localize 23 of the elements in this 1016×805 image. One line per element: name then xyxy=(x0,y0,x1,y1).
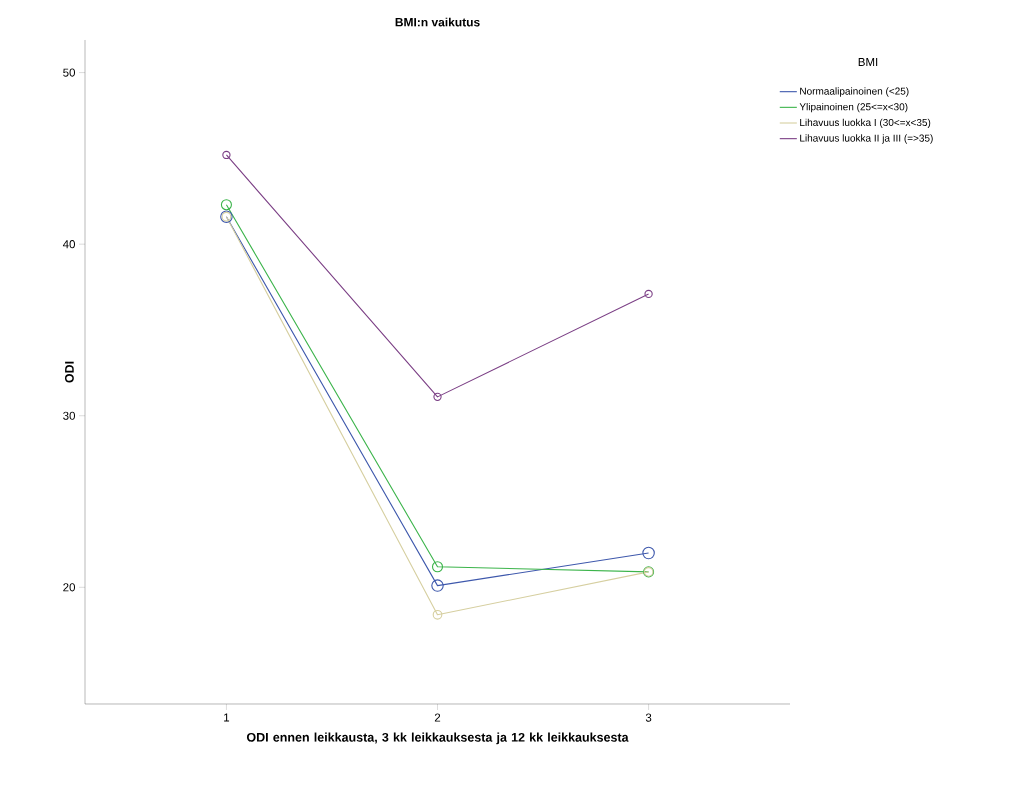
legend-title: BMI xyxy=(858,58,878,66)
y-tick-label: 40 xyxy=(62,240,76,249)
y-tick-label: 50 xyxy=(63,68,76,77)
legend-label: Normaalipainoinen (<25) xyxy=(800,87,909,97)
y-tick-label: 20 xyxy=(63,583,76,592)
legend-label: Ylipainoinen (25<=x<30) xyxy=(799,103,908,113)
point xyxy=(644,289,653,299)
point xyxy=(431,561,444,573)
y-axis-title: ODI xyxy=(64,361,74,383)
x-tick-label: 1 xyxy=(224,713,230,722)
point xyxy=(642,546,655,560)
point xyxy=(220,199,232,211)
chart-title: BMI:n vaikutus xyxy=(395,17,480,27)
legend-label: Lihavuus luokka II ja III (=>35) xyxy=(800,134,933,144)
legend-label: Lihavuus luokka I (30<=x<35) xyxy=(800,118,931,128)
x-axis-title: ODI ennen leikkausta, 3 kk leikkauksesta ja 12 kk leikkauksesta xyxy=(246,732,629,745)
x-tick-label: 3 xyxy=(645,713,652,722)
point xyxy=(433,392,442,402)
point xyxy=(431,579,444,592)
x-tick-label: 2 xyxy=(434,713,441,722)
y-tick-label: 30 xyxy=(63,411,76,420)
point xyxy=(432,609,443,620)
point xyxy=(222,150,231,160)
